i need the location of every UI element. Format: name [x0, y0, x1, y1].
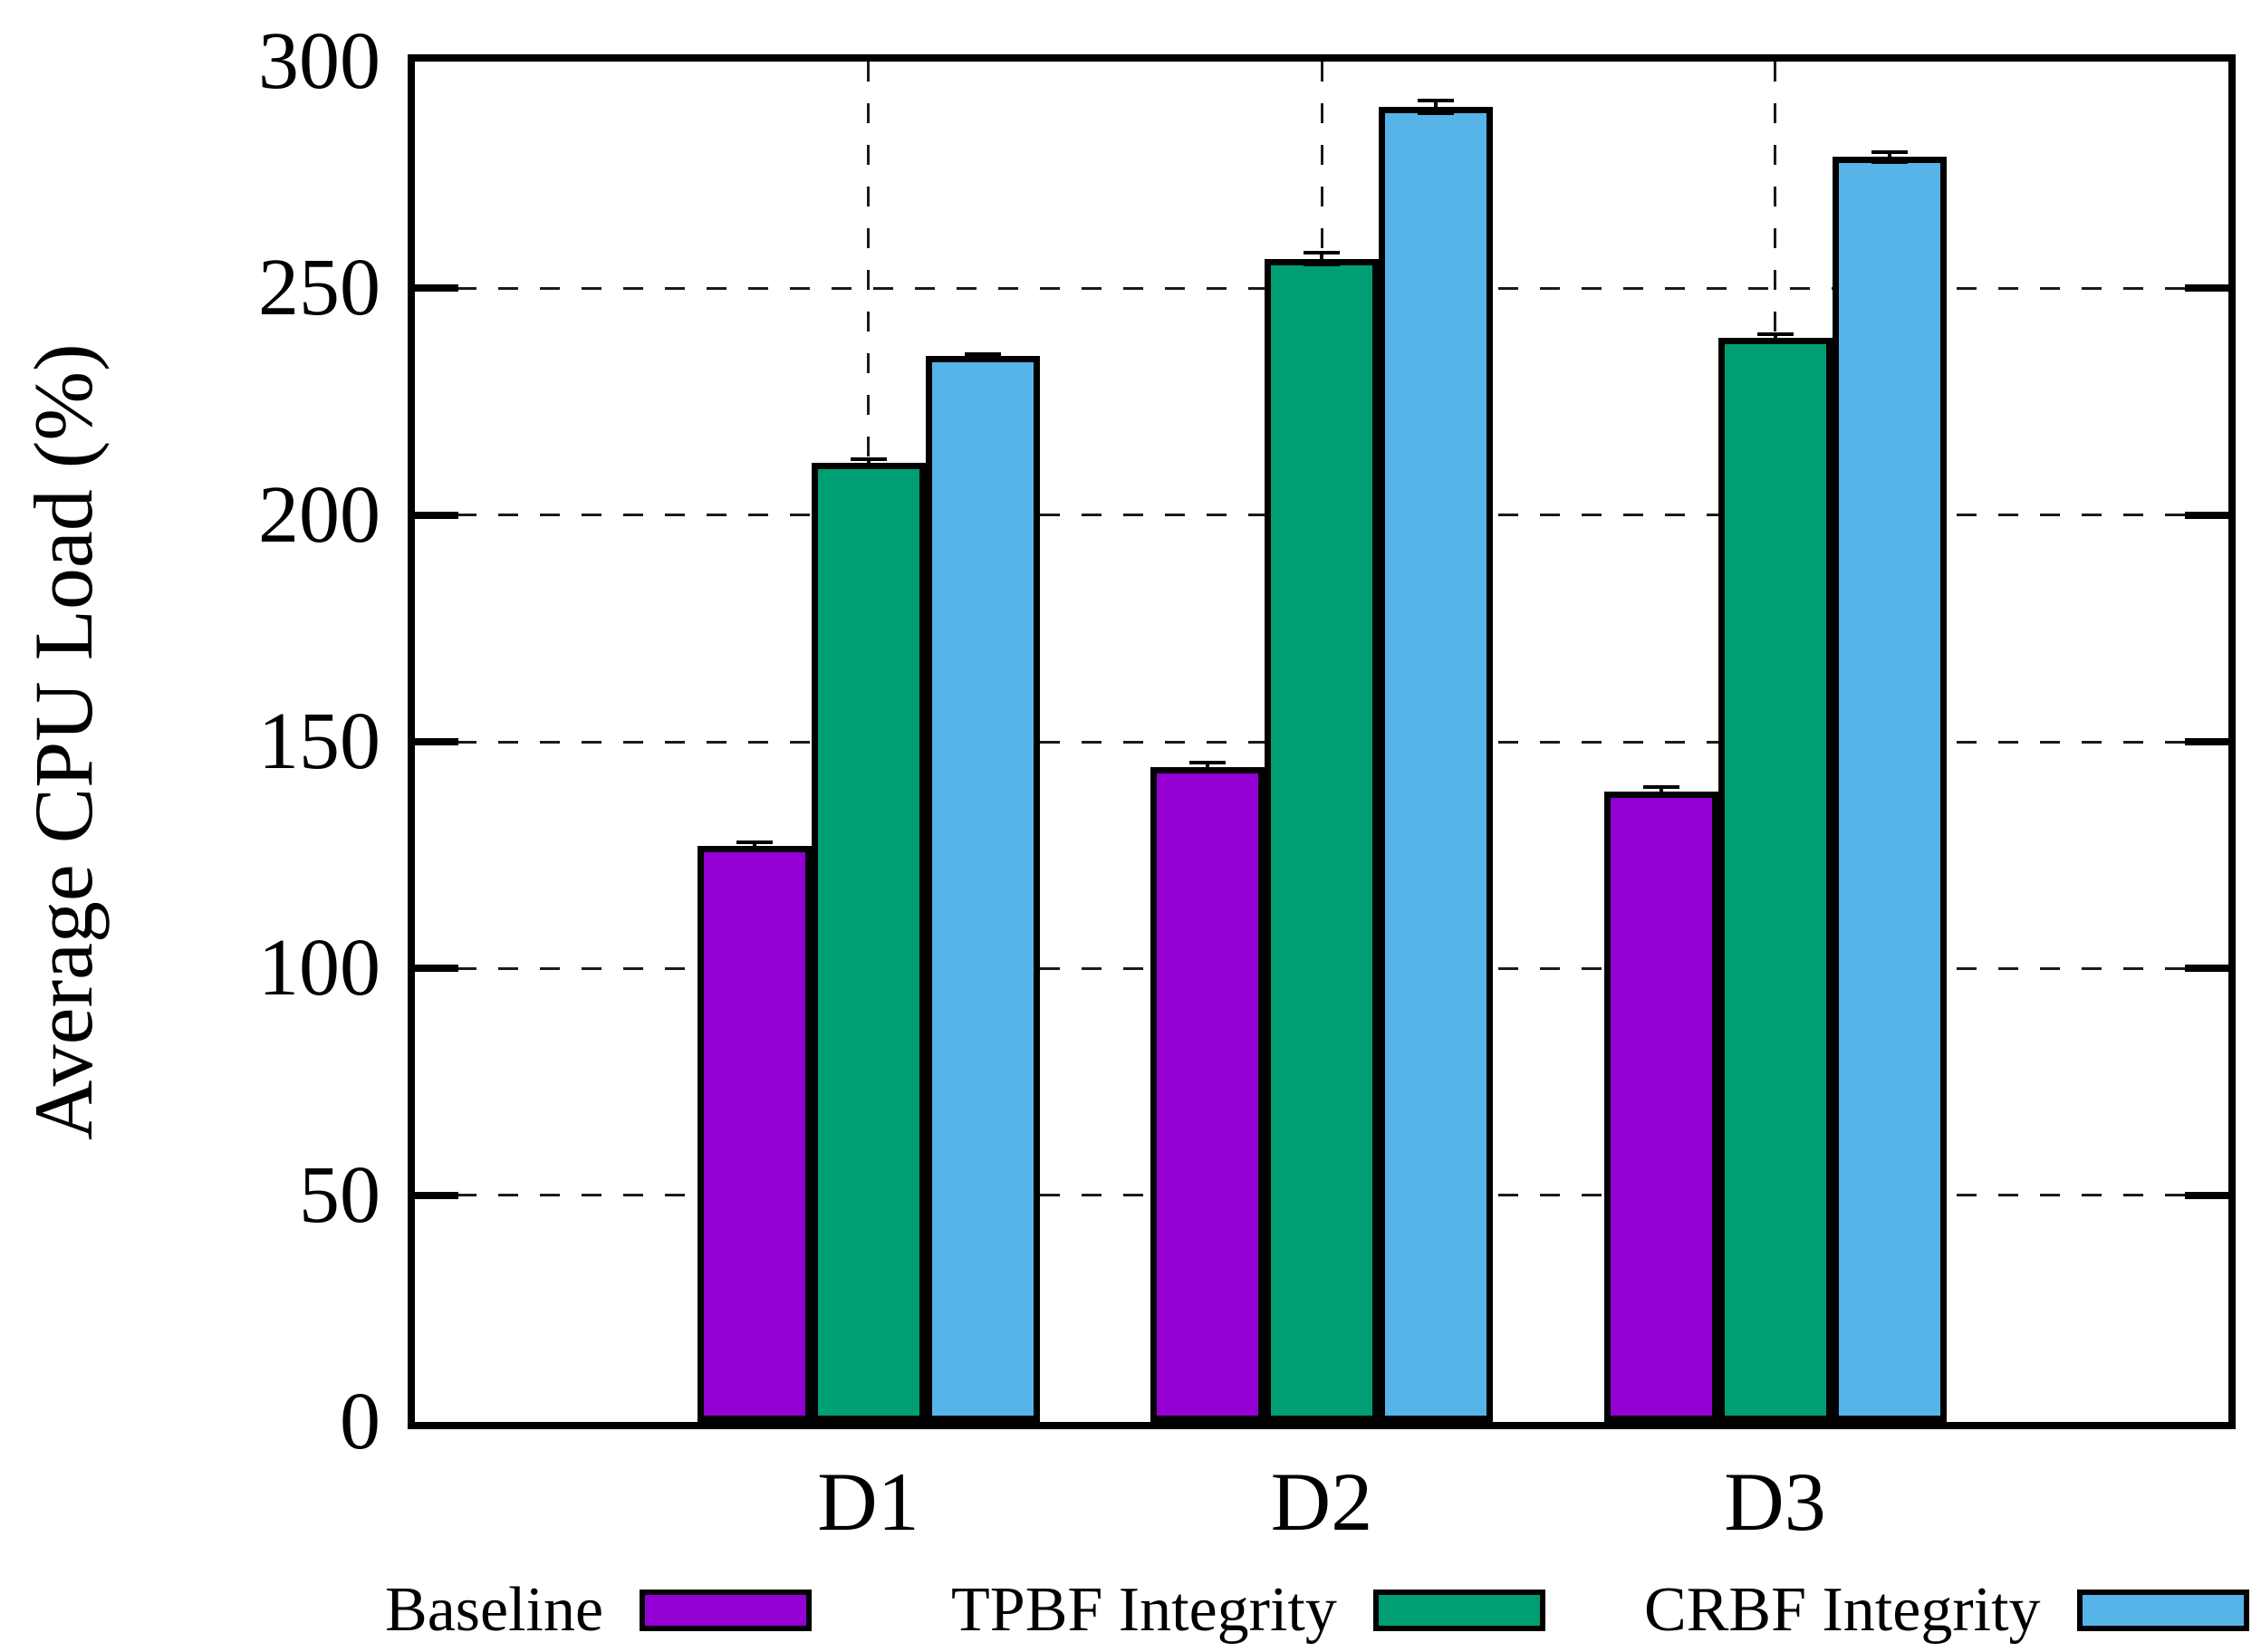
error-bar-line — [1773, 332, 1777, 344]
error-bar-cap-bottom — [1642, 794, 1679, 799]
error-bar-cap-top — [1189, 760, 1226, 764]
bar-crbf-integrity-d3 — [1832, 157, 1947, 1422]
error-bar-line — [1659, 785, 1663, 799]
error-bar — [964, 352, 1001, 360]
y-tick-mark-right — [2185, 965, 2228, 973]
error-bar — [1871, 149, 1908, 164]
plot-area — [408, 54, 2236, 1429]
bar-baseline-d1 — [697, 846, 812, 1422]
bar-tpbf-integrity-d2 — [1265, 258, 1379, 1422]
error-bar — [1642, 785, 1679, 799]
error-bar-cap-bottom — [850, 465, 887, 469]
error-bar-line — [1887, 149, 1891, 164]
y-tick-label: 0 — [340, 1377, 380, 1466]
error-bar-cap-bottom — [736, 848, 773, 852]
y-tick-mark-right — [2185, 511, 2228, 519]
error-bar-cap-bottom — [1756, 340, 1794, 344]
bar-tpbf-integrity-d1 — [811, 463, 926, 1422]
error-bar-cap-bottom — [1871, 159, 1908, 164]
x-tick-label-d2: D2 — [1270, 1455, 1373, 1548]
error-bar-cap-top — [1871, 149, 1908, 154]
error-bar-line — [1320, 251, 1323, 267]
error-bar-cap-top — [1304, 251, 1340, 255]
legend-label: CRBF Integrity — [1644, 1575, 2041, 1645]
bar-baseline-d3 — [1603, 792, 1718, 1422]
error-bar-line — [866, 456, 871, 469]
y-tick-mark-left — [415, 284, 458, 293]
legend-swatch — [640, 1590, 813, 1631]
y-tick-label: 150 — [258, 696, 380, 786]
y-tick-mark-right — [2185, 284, 2228, 293]
legend-label: TPBF Integrity — [951, 1575, 1337, 1645]
legend-label: Baseline — [385, 1575, 604, 1645]
error-bar — [736, 840, 773, 852]
bar-crbf-integrity-d2 — [1379, 107, 1493, 1422]
bar-tpbf-integrity-d3 — [1717, 338, 1833, 1422]
error-bar — [1304, 251, 1340, 267]
error-bar-cap-top — [964, 352, 1001, 357]
y-tick-mark-left — [415, 1191, 458, 1199]
error-bar-cap-bottom — [1189, 769, 1226, 773]
x-tick-label-d1: D1 — [817, 1455, 919, 1548]
y-tick-label: 100 — [258, 923, 380, 1013]
y-tick-label: 250 — [258, 243, 380, 333]
legend-item-baseline: Baseline — [385, 1575, 813, 1645]
y-tick-label: 300 — [258, 16, 380, 106]
error-bar-cap-top — [850, 456, 887, 461]
error-bar — [1756, 332, 1794, 344]
error-bar-cap-top — [1642, 785, 1679, 790]
legend-item-crbf-integrity: CRBF Integrity — [1644, 1579, 2249, 1642]
bar-crbf-integrity-d1 — [925, 356, 1040, 1422]
bar-baseline-d2 — [1150, 766, 1265, 1422]
y-tick-mark-right — [2185, 1191, 2228, 1199]
error-bar — [850, 456, 887, 469]
legend-swatch — [2076, 1590, 2249, 1631]
error-bar — [1189, 760, 1226, 773]
x-tick-label-d3: D3 — [1724, 1455, 1826, 1548]
y-tick-mark-left — [415, 738, 458, 745]
y-tick-mark-right — [2185, 738, 2228, 745]
legend-swatch — [1372, 1590, 1545, 1631]
error-bar-line — [752, 840, 756, 852]
legend-item-tpbf-integrity: TPBF Integrity — [951, 1579, 1545, 1642]
error-bar-line — [1206, 760, 1209, 773]
error-bar-cap-top — [1756, 332, 1794, 337]
y-tick-label: 200 — [258, 469, 380, 560]
y-tick-label: 50 — [299, 1149, 380, 1240]
error-bar-cap-top — [1418, 99, 1454, 103]
error-bar-cap-top — [736, 840, 773, 844]
error-bar-cap-bottom — [964, 356, 1001, 360]
error-bar — [1418, 99, 1454, 116]
y-tick-mark-left — [415, 511, 458, 519]
error-bar-cap-bottom — [1304, 263, 1340, 267]
error-bar-cap-bottom — [1418, 111, 1454, 116]
y-tick-mark-left — [415, 965, 458, 973]
error-bar-line — [1434, 99, 1438, 116]
